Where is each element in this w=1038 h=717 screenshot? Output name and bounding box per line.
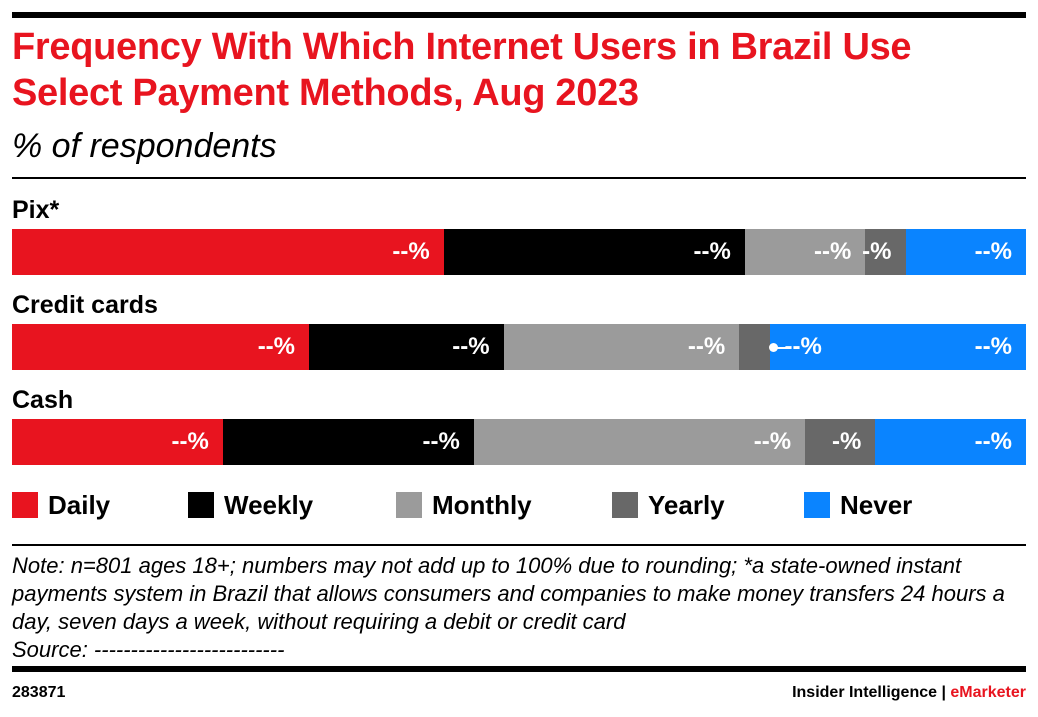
bar-segment-cash-monthly: --% [473,419,806,465]
legend-swatch-daily [12,492,38,518]
chart-note: Note: n=801 ages 18+; numbers may not ad… [12,552,1026,664]
bar-segment-pix-monthly: --% [744,229,866,275]
bar-segment-cash-never: --% [875,419,1026,465]
brand-accent: eMarketer [950,684,1026,701]
bar-segment-pix-weekly: --% [443,229,745,275]
data-label-credit-cards-yearly: --% [784,333,822,360]
top-rule [12,12,1026,18]
footer-rule [12,666,1026,672]
legend-swatch-monthly [396,492,422,518]
legend-item-daily: Daily [12,488,110,522]
legend-label-yearly: Yearly [648,489,725,520]
bar-segment-credit-cards-never: --% [769,324,1026,370]
data-label-credit-cards-monthly: --% [687,333,726,360]
chart-subtitle: % of respondents [12,127,277,165]
brand-separator: | [937,684,951,701]
legend-swatch-yearly [612,492,638,518]
bar-segment-pix-yearly: -% [862,229,906,275]
publisher-brand: Insider Intelligence | eMarketer [792,684,1026,702]
bar-segment-pix-daily: --% [12,229,444,275]
category-label-pix: Pix* [12,196,60,224]
data-label-cash-weekly: --% [422,428,460,455]
source-text: Source: -------------------------- [12,637,285,662]
data-label-pix-monthly: --% [814,238,852,265]
data-label-pix-yearly: -% [862,238,892,265]
bar-segment-cash-yearly: -% [805,419,876,465]
bar-credit-cards: --% --% --% --% --% [12,324,1026,370]
legend-swatch-never [804,492,830,518]
data-label-cash-never: --% [974,428,1012,455]
data-label-cash-daily: --% [171,428,209,455]
chart-id: 283871 [12,684,66,701]
data-label-pix-daily: --% [392,238,430,265]
bar-segment-cash-daily: --% [12,419,223,465]
leader-line-credit-cards-yearly [772,347,787,349]
legend-item-monthly: Monthly [396,488,532,522]
note-text: Note: n=801 ages 18+; numbers may not ad… [12,553,1005,634]
bar-segment-credit-cards-monthly: --% [503,324,740,370]
chart-legend: Daily Weekly Monthly Yearly Never [12,488,1026,522]
category-label-credit-cards: Credit cards [12,291,158,319]
data-label-cash-monthly: --% [753,428,792,455]
bar-segment-credit-cards-weekly: --% [309,324,504,370]
bar-segment-cash-weekly: --% [222,419,474,465]
header-divider [12,177,1026,179]
legend-label-weekly: Weekly [224,489,314,520]
data-label-credit-cards-daily: --% [257,333,296,360]
bar-segment-credit-cards-yearly: --% [739,324,822,370]
bar-segment-credit-cards-daily: --% [12,324,310,370]
bar-segment-pix-never: --% [905,229,1026,275]
chart-title: Frequency With Which Internet Users in B… [12,26,912,114]
data-label-credit-cards-weekly: --% [452,333,490,360]
legend-item-weekly: Weekly [188,488,313,522]
legend-label-never: Never [840,489,913,520]
legend-label-daily: Daily [48,489,111,520]
legend-item-yearly: Yearly [612,488,725,522]
legend-label-monthly: Monthly [432,489,532,520]
legend-item-never: Never [804,488,912,522]
data-label-credit-cards-never: --% [974,333,1012,360]
note-divider [12,544,1026,546]
data-label-cash-yearly: -% [832,428,862,455]
data-label-pix-weekly: --% [693,238,731,265]
brand-main: Insider Intelligence [792,684,938,701]
data-label-pix-never: --% [974,238,1012,265]
bar-cash: --% --% --% -% --% [12,419,1026,465]
bar-pix: --% --% --% -% --% [12,229,1026,275]
legend-swatch-weekly [188,492,214,518]
category-label-cash: Cash [12,386,74,414]
